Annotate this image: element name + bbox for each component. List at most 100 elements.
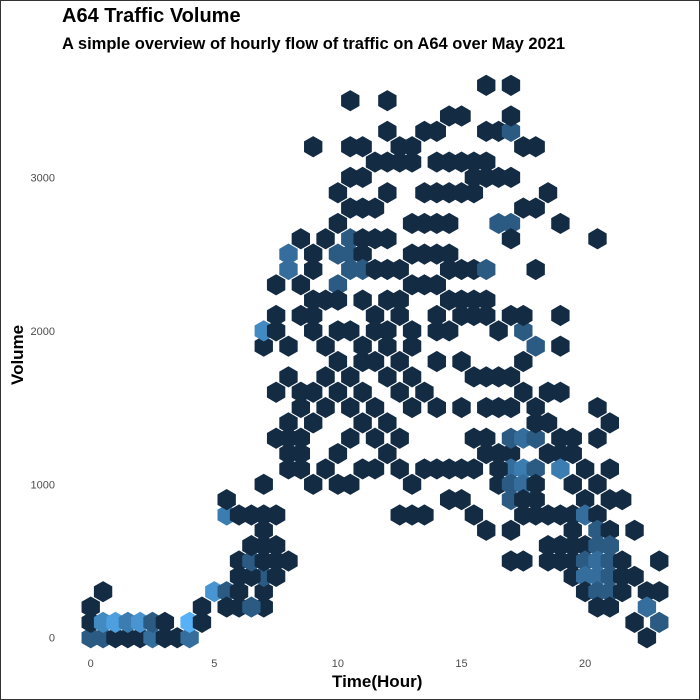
hex-bin bbox=[637, 596, 657, 618]
hex-bin bbox=[353, 412, 372, 434]
chart-title: A64 Traffic Volume bbox=[62, 5, 241, 27]
hex-bin bbox=[365, 427, 385, 449]
hex-bin bbox=[563, 427, 582, 449]
hex-bin bbox=[341, 396, 360, 419]
hex-bin bbox=[155, 611, 175, 633]
hex-bin bbox=[402, 335, 422, 357]
hex-bin bbox=[501, 366, 521, 388]
hex-bin bbox=[353, 166, 372, 189]
hex-bin bbox=[613, 489, 632, 511]
x-axis-ticks: 0 5 10 15 20 bbox=[88, 658, 592, 670]
hex-bin bbox=[291, 228, 311, 250]
hexbin-layer bbox=[81, 74, 669, 649]
hex-bin bbox=[217, 489, 236, 511]
hex-bin bbox=[464, 182, 484, 204]
hex-bin bbox=[291, 274, 311, 296]
x-tick-label: 0 bbox=[88, 658, 94, 670]
y-tick-label: 1000 bbox=[31, 479, 55, 491]
hex-bin bbox=[575, 458, 595, 480]
hex-bin bbox=[588, 396, 607, 419]
hex-bin bbox=[341, 473, 360, 495]
hex-bin bbox=[254, 335, 273, 357]
hex-bin bbox=[328, 212, 348, 235]
hex-bin bbox=[365, 396, 385, 419]
hex-bin bbox=[254, 581, 273, 603]
hex-bin bbox=[304, 304, 323, 327]
hex-bin bbox=[390, 304, 409, 327]
hex-bin bbox=[600, 596, 620, 618]
hex-bin bbox=[551, 458, 570, 480]
hex-bin bbox=[439, 212, 459, 235]
x-tick-label: 15 bbox=[455, 658, 467, 670]
hex-bin bbox=[402, 366, 422, 388]
hex-bin bbox=[427, 350, 446, 373]
hex-bin bbox=[242, 596, 261, 618]
hex-bin bbox=[390, 258, 409, 281]
hex-bin bbox=[526, 473, 545, 495]
hex-bin bbox=[439, 243, 459, 265]
hex-bin bbox=[489, 320, 508, 342]
hex-bin bbox=[501, 212, 521, 235]
hex-bin bbox=[650, 581, 669, 603]
hex-bin bbox=[402, 396, 422, 419]
hex-bin bbox=[328, 274, 348, 296]
hex-bin bbox=[279, 550, 298, 572]
hex-bin bbox=[501, 228, 521, 250]
hex-bin bbox=[353, 289, 372, 311]
hex-bin bbox=[477, 519, 496, 541]
hex-bin bbox=[304, 243, 323, 265]
x-tick-label: 5 bbox=[211, 658, 217, 670]
hex-bin bbox=[452, 105, 471, 127]
hex-bin bbox=[390, 289, 409, 311]
hex-bin bbox=[266, 535, 286, 557]
hex-bin bbox=[402, 151, 422, 173]
hex-bin bbox=[551, 381, 570, 403]
hex-bin bbox=[464, 458, 484, 480]
hex-bin bbox=[328, 182, 348, 204]
hex-bin bbox=[402, 473, 422, 495]
hex-bin bbox=[514, 320, 533, 342]
hex-bin bbox=[365, 458, 385, 480]
hex-bin bbox=[378, 320, 397, 342]
hex-bin bbox=[501, 166, 521, 189]
hex-bin bbox=[563, 473, 582, 495]
hex-bin bbox=[341, 320, 360, 342]
hex-bin bbox=[452, 489, 471, 511]
hex-bin bbox=[526, 258, 545, 281]
hex-bin bbox=[551, 335, 570, 357]
y-tick-label: 3000 bbox=[31, 172, 55, 184]
hex-bin bbox=[291, 458, 311, 480]
hex-bin bbox=[304, 381, 323, 403]
hex-bin bbox=[341, 427, 360, 449]
hex-bin bbox=[600, 412, 620, 434]
hex-bin bbox=[353, 381, 372, 403]
hex-bin bbox=[304, 320, 323, 342]
hex-bin bbox=[291, 443, 311, 465]
hex-bin bbox=[378, 228, 397, 250]
hex-bin bbox=[588, 228, 607, 250]
hex-bin bbox=[613, 550, 632, 572]
hex-bin bbox=[341, 90, 360, 112]
hex-bin bbox=[378, 90, 397, 112]
hex-bin bbox=[304, 258, 323, 281]
hex-bin bbox=[353, 243, 372, 265]
hex-bin bbox=[180, 627, 199, 649]
hex-bin bbox=[266, 504, 286, 526]
hex-bin bbox=[378, 412, 397, 434]
hex-bin bbox=[477, 427, 496, 449]
hex-bin bbox=[588, 504, 607, 526]
hex-bin bbox=[477, 304, 496, 327]
hex-bin bbox=[93, 581, 113, 603]
hex-bin bbox=[328, 443, 348, 465]
hex-bin bbox=[575, 489, 595, 511]
hex-bin bbox=[390, 381, 409, 403]
x-tick-label: 10 bbox=[332, 658, 344, 670]
hex-bin bbox=[501, 105, 521, 127]
hex-bin bbox=[378, 182, 397, 204]
hex-bin bbox=[279, 412, 298, 434]
hex-bin bbox=[378, 120, 397, 142]
hex-bin bbox=[427, 274, 446, 296]
hex-bin bbox=[514, 304, 533, 327]
hex-bin bbox=[415, 381, 434, 403]
